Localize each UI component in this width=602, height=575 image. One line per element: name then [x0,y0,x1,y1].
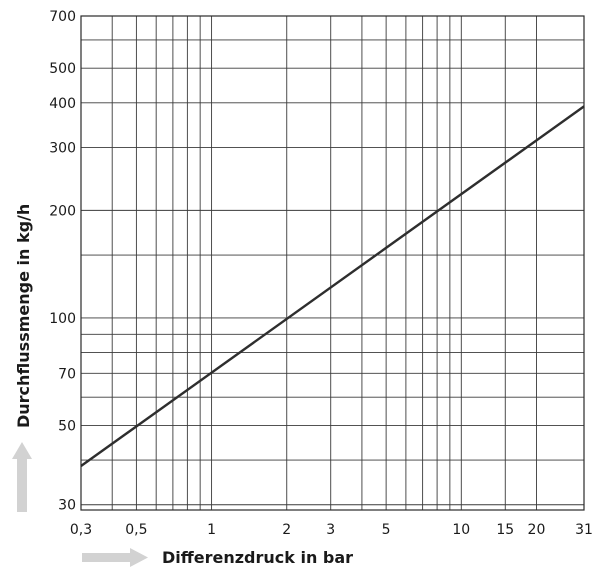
x-tick-label: 15 [496,522,514,538]
y-tick-label: 30 [58,498,76,514]
series [80,105,585,467]
y-tick-label: 70 [58,366,76,382]
y-tick-label: 50 [58,418,76,434]
x-tick-label: 0,3 [70,522,92,538]
x-axis-label: Differenzdruck in bar [162,548,353,567]
grid [80,15,585,510]
y-tick-label: 200 [49,203,76,219]
x-tick-label: 0,5 [125,522,147,538]
plot-frame [80,15,585,511]
series-line [80,105,585,467]
x-tick-label: 3 [326,522,335,538]
x-tick-labels: 0,3 0,5 1 2 3 5 10 15 20 31 [70,522,593,538]
x-tick-label: 20 [528,522,546,538]
x-tick-label: 1 [207,522,216,538]
y-tick-label: 400 [49,96,76,112]
x-tick-label: 5 [382,522,391,538]
x-axis-arrow [82,548,148,567]
x-tick-label: 31 [575,522,593,538]
y-tick-label: 700 [49,9,76,25]
x-tick-label: 10 [452,522,470,538]
y-tick-label: 100 [49,311,76,327]
y-tick-label: 500 [49,61,76,77]
y-axis-arrow [12,442,32,512]
y-tick-labels: 30 50 70 100 200 300 400 500 700 [49,9,76,514]
y-axis-label: Durchflussmenge in kg/h [14,204,33,428]
y-tick-label: 300 [49,140,76,156]
x-tick-label: 2 [282,522,291,538]
